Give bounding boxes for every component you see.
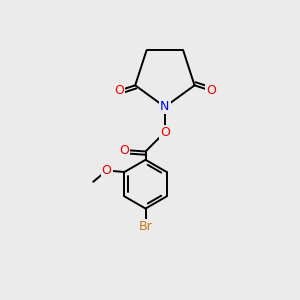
Text: N: N [160,100,170,113]
Text: O: O [206,84,216,97]
Text: O: O [102,164,112,177]
Text: Br: Br [139,220,152,233]
Text: O: O [160,126,170,139]
Text: O: O [114,84,124,97]
Text: O: O [119,143,129,157]
